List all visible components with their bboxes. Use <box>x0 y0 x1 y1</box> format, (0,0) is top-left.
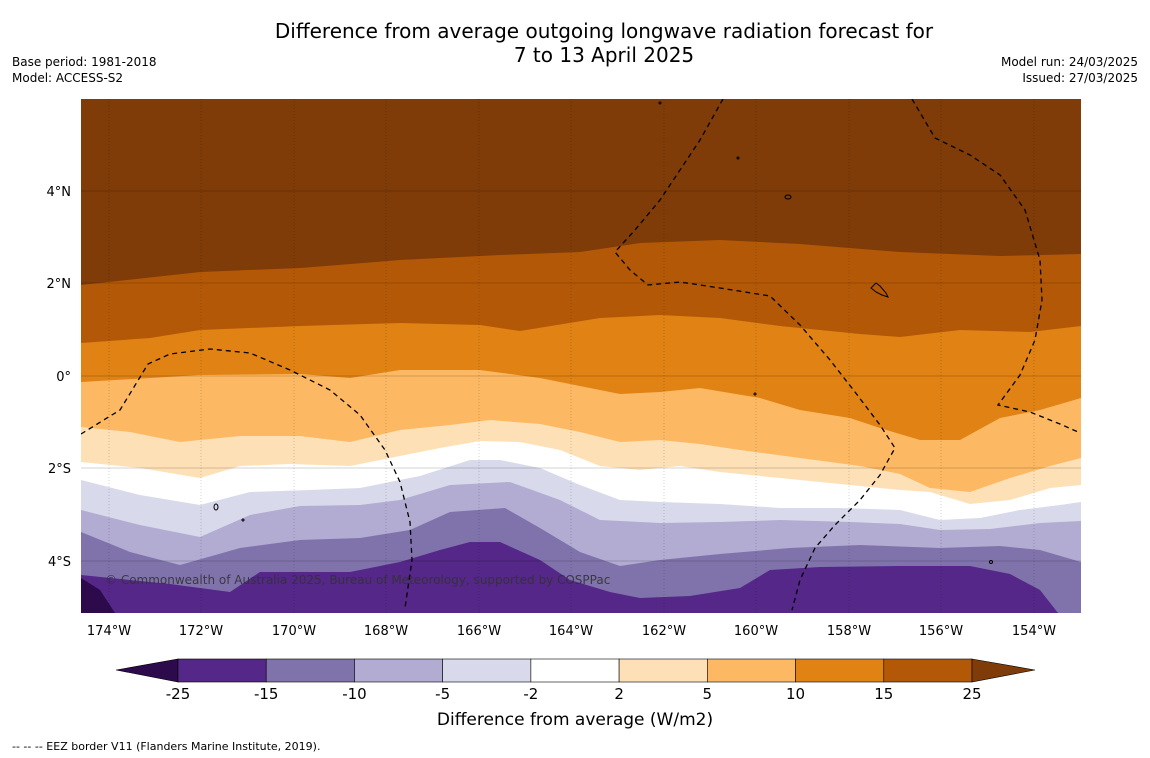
island-2 <box>213 503 219 511</box>
colorbar-segment <box>530 658 620 683</box>
colorbar-tick-label: 25 <box>962 685 981 703</box>
eez-border-central <box>614 99 896 611</box>
eez-border-west <box>81 348 413 609</box>
lon-label: 160°W <box>734 624 778 639</box>
colorbar-segment <box>442 658 532 683</box>
right-metadata: Model run: 24/03/2025 Issued: 27/03/2025 <box>1001 54 1138 86</box>
colorbar-tick-label: -5 <box>435 685 450 703</box>
lon-label: 154°W <box>1012 624 1056 639</box>
eez-border-east <box>911 99 1079 433</box>
colorbar-tick-label: 5 <box>703 685 713 703</box>
band-neg25-neg15 <box>81 542 1058 613</box>
lon-label: 170°W <box>272 624 316 639</box>
colorbar-tick-label: -10 <box>342 685 367 703</box>
colorbar-extend-high <box>971 658 1036 683</box>
colorbar-segment <box>618 658 708 683</box>
island-5 <box>989 560 993 564</box>
colorbar: -25 -15 -10 -5 -2 2 5 10 15 25 <box>115 658 1036 703</box>
islands <box>213 101 993 564</box>
lon-label: 172°W <box>179 624 223 639</box>
latitude-labels: 4°N 2°N 0° 2°S 4°S <box>47 185 72 570</box>
model-run-label: Model run: 24/03/2025 <box>1000 55 1138 69</box>
colorbar-segment <box>883 658 973 683</box>
colorbar-tick-label: -15 <box>254 685 279 703</box>
colorbar-segment <box>265 658 355 683</box>
base-period-label: Base period: 1981-2018 <box>12 55 157 69</box>
island-4 <box>658 101 662 105</box>
lon-label: 156°W <box>919 624 963 639</box>
colorbar-tick-label: -2 <box>523 685 538 703</box>
island-3 <box>736 156 740 160</box>
lat-label: 2°N <box>47 277 72 292</box>
lon-label: 168°W <box>364 624 408 639</box>
colorbar-extend-low <box>115 658 179 683</box>
island-1 <box>784 194 792 200</box>
title-line-2: 7 to 13 April 2025 <box>513 43 695 67</box>
footnote: -- -- -- EEZ border V11 (Flanders Marine… <box>12 740 321 753</box>
lon-label: 158°W <box>827 624 871 639</box>
lat-label: 4°N <box>47 185 72 200</box>
lat-label: 4°S <box>48 555 71 570</box>
longitude-labels: 174°W 172°W 170°W 168°W 166°W 164°W 162°… <box>87 624 1056 639</box>
colorbar-tick-label: -25 <box>166 685 191 703</box>
title-line-1: Difference from average outgoing longwav… <box>274 19 934 43</box>
colorbar-segment <box>707 658 796 683</box>
colorbar-segments <box>177 658 973 683</box>
chart-title: Difference from average outgoing longwav… <box>0 19 1150 67</box>
colorbar-segment <box>354 658 443 683</box>
island-kiritimati <box>870 282 889 298</box>
lon-label: 162°W <box>642 624 686 639</box>
island-6 <box>241 518 245 522</box>
colorbar-tick-label: 2 <box>614 685 624 703</box>
colorbar-tick-label: 10 <box>786 685 805 703</box>
colorbar-segment <box>177 658 267 683</box>
colorbar-labels: -25 -15 -10 -5 -2 2 5 10 15 25 <box>166 685 982 703</box>
contour-bands <box>81 99 1081 613</box>
band-lt-neg25 <box>81 578 115 613</box>
copyright-text: © Commonwealth of Australia 2025, Bureau… <box>105 573 610 587</box>
lat-label: 0° <box>56 370 71 385</box>
left-metadata: Base period: 1981-2018 Model: ACCESS-S2 <box>12 54 157 86</box>
colorbar-title: Difference from average (W/m2) <box>436 710 714 730</box>
lat-label: 2°S <box>48 462 71 477</box>
lon-label: 174°W <box>87 624 131 639</box>
lon-label: 164°W <box>549 624 593 639</box>
island-7 <box>753 392 757 396</box>
issued-label: Issued: 27/03/2025 <box>1022 71 1138 85</box>
grid-lines <box>81 99 1081 613</box>
model-label: Model: ACCESS-S2 <box>12 71 124 85</box>
colorbar-segment <box>795 658 885 683</box>
eez-borders <box>81 99 1079 611</box>
lon-label: 166°W <box>457 624 501 639</box>
colorbar-tick-label: 15 <box>874 685 893 703</box>
